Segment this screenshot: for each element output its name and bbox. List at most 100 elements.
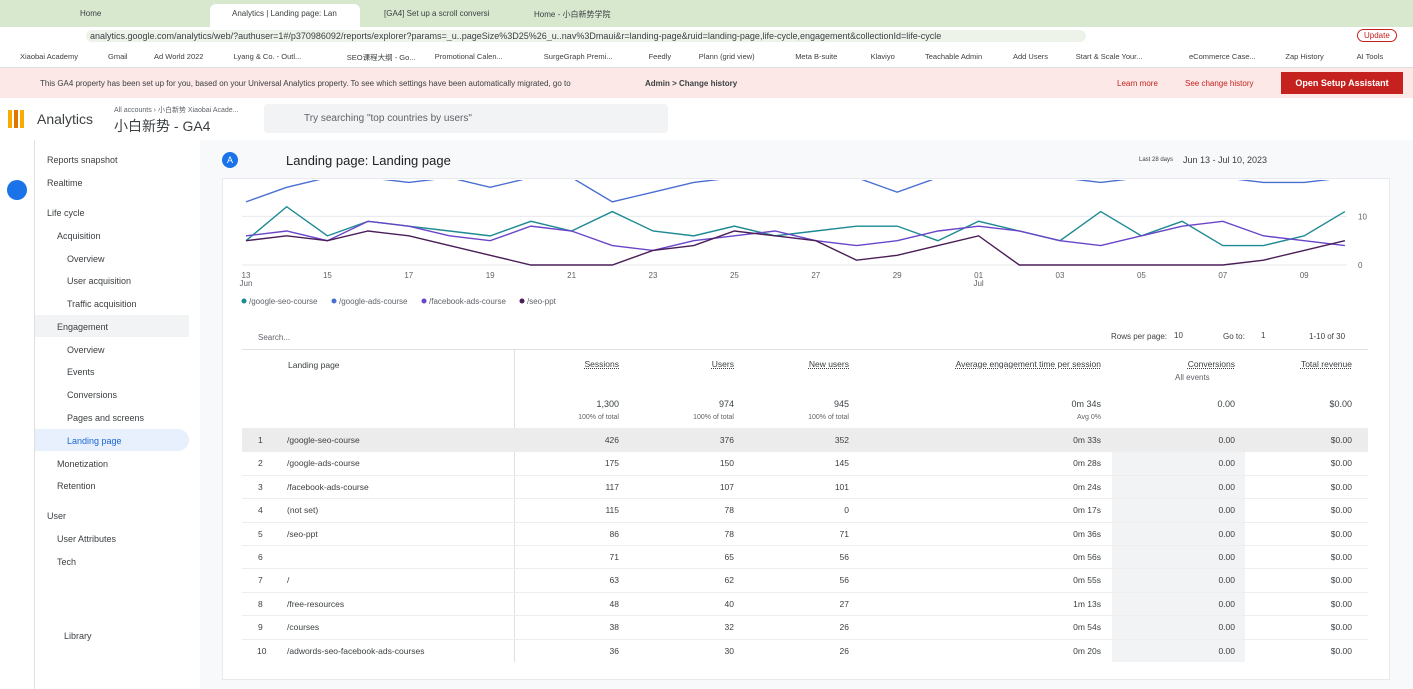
column-header[interactable]: New users (808, 359, 849, 369)
row-rank: 5 (258, 528, 263, 539)
nav-item[interactable]: User (47, 511, 67, 521)
row-bg (242, 428, 1368, 452)
tab[interactable]: [GA4] Set up a scroll conversi (384, 9, 490, 18)
row-page[interactable]: /google-seo-course (287, 435, 360, 445)
bookmark[interactable]: Feedly (648, 52, 672, 61)
goto-label: Go to: (1223, 332, 1245, 341)
active-tab (210, 4, 360, 27)
total: 945 (833, 399, 849, 409)
nav-group (35, 315, 189, 337)
goto-value[interactable]: 1 (1261, 331, 1266, 340)
tab[interactable]: Home - 小白新势学院 (534, 10, 611, 19)
column-header[interactable]: Users (711, 359, 734, 369)
nav-item[interactable]: Life cycle (47, 208, 85, 218)
see-history[interactable]: See change history (1185, 79, 1254, 88)
nav-item[interactable]: Pages and screens (67, 413, 145, 423)
bookmark[interactable]: eCommerce Case... (1189, 52, 1256, 61)
nav-item[interactable]: Library (64, 631, 92, 641)
bookmark[interactable]: SEO课程大纲 - Go... (346, 53, 416, 62)
url[interactable]: analytics.google.com/analytics/web/?auth… (90, 31, 942, 41)
bookmark[interactable]: Meta B-suite (795, 52, 838, 61)
row-cell: $0.00 (1330, 552, 1352, 562)
x-tick-label: 05 (1137, 271, 1146, 280)
row-bg (242, 474, 1368, 499)
total-sub: 100% of total (578, 414, 619, 421)
row-page[interactable]: /facebook-ads-course (287, 481, 369, 492)
bookmark[interactable]: AI Tools (1356, 52, 1384, 61)
nav-item[interactable]: User acquisition (67, 276, 132, 286)
tab[interactable]: Analytics | Landing page: Lan (232, 9, 337, 18)
row-cell: 426 (604, 435, 619, 445)
nav-item[interactable]: Engagement (57, 322, 109, 332)
row-page[interactable]: /seo-ppt (287, 528, 318, 539)
update-button[interactable]: Update (1357, 29, 1397, 42)
bookmark[interactable]: Promotional Calen... (434, 52, 503, 61)
row-cell: 0m 55s (1073, 575, 1101, 586)
series-line (245, 220, 1345, 252)
rows-value[interactable]: 10 (1174, 331, 1183, 340)
bookmark[interactable]: Start & Scale Your... (1075, 52, 1143, 61)
row-page[interactable]: /adwords-seo-facebook-ads-courses (287, 645, 425, 656)
learn-more[interactable]: Learn more (1117, 79, 1158, 88)
nav-item[interactable]: Realtime (47, 178, 83, 188)
bookmark[interactable]: Ad World 2022 (154, 52, 204, 61)
search-label[interactable]: Search... (258, 333, 291, 342)
segment-chip[interactable]: A (222, 152, 238, 168)
search-box[interactable] (264, 104, 668, 133)
series-line (245, 180, 1331, 203)
reports-icon[interactable] (7, 180, 27, 200)
row-cell: 376 (719, 435, 734, 445)
row-cell: 107 (719, 481, 734, 492)
nav-item[interactable]: Acquisition (57, 231, 101, 241)
row-page[interactable]: / (287, 575, 290, 586)
breadcrumb[interactable]: All accounts › 小白新势 Xiaobai Acade... (114, 107, 239, 114)
bookmark[interactable]: Plann (grid view) (698, 52, 755, 61)
row-bg (242, 591, 1368, 616)
x-tick-label: 01 (974, 271, 983, 280)
y-tick-label: 10 (1358, 212, 1367, 221)
logo (8, 110, 12, 128)
row-cell: 0m 36s (1073, 528, 1101, 539)
bookmark[interactable]: Gmail (108, 52, 128, 61)
bookmark[interactable]: Zap History (1285, 52, 1324, 61)
column-header[interactable]: Conversions (1187, 359, 1235, 369)
tab[interactable]: Home (80, 9, 102, 18)
row-page[interactable]: /free-resources (287, 598, 345, 609)
date-range[interactable]: Jun 13 - Jul 10, 2023 (1183, 155, 1268, 165)
nav-item[interactable]: Overview (67, 254, 105, 264)
nav-item[interactable]: Retention (57, 481, 96, 491)
row-cell: 0m 54s (1073, 622, 1101, 633)
row-cell: 145 (834, 458, 849, 469)
bookmark[interactable]: Xiaobai Academy (20, 52, 78, 61)
property[interactable]: 小白新势 - GA4 (114, 118, 211, 134)
row-rank: 8 (258, 598, 263, 609)
bookmark[interactable]: SurgeGraph Premi... (543, 52, 613, 61)
nav-item[interactable]: Conversions (67, 390, 118, 400)
bookmark[interactable]: Klaviyo (870, 52, 895, 61)
row-cell: $0.00 (1330, 622, 1352, 633)
column-header[interactable]: Total revenue (1300, 359, 1352, 369)
nav-item[interactable]: Events (67, 367, 95, 377)
conv-sub[interactable]: All events (1175, 373, 1210, 382)
nav-item[interactable]: User Attributes (57, 534, 117, 544)
row-page[interactable]: /google-ads-course (287, 458, 360, 469)
row-cell: $0.00 (1330, 481, 1352, 492)
column-header[interactable]: Average engagement time per session (955, 359, 1101, 369)
nav-item[interactable]: Reports snapshot (47, 155, 118, 165)
nav-item[interactable]: Monetization (57, 459, 109, 469)
bookmark[interactable]: Add Users (1013, 52, 1049, 61)
nav-item[interactable]: Traffic acquisition (67, 299, 137, 309)
row-page[interactable]: (not set) (287, 505, 319, 516)
row-page[interactable]: /courses (287, 622, 320, 633)
total: 0m 34s (1071, 399, 1101, 409)
banner-link[interactable]: Admin > Change history (645, 79, 738, 88)
nav-item[interactable]: Tech (57, 557, 77, 567)
row-cell: $0.00 (1330, 645, 1352, 656)
nav-item[interactable]: Overview (67, 345, 105, 355)
bookmark[interactable]: Lyang & Co. - Outl... (233, 52, 302, 61)
row-cell: $0.00 (1330, 598, 1352, 609)
bookmark[interactable]: Teachable Admin (925, 52, 983, 61)
setup-button[interactable]: Open Setup Assistant (1281, 72, 1403, 94)
column-header[interactable]: Sessions (584, 359, 620, 369)
nav-item[interactable]: Landing page (67, 436, 122, 446)
